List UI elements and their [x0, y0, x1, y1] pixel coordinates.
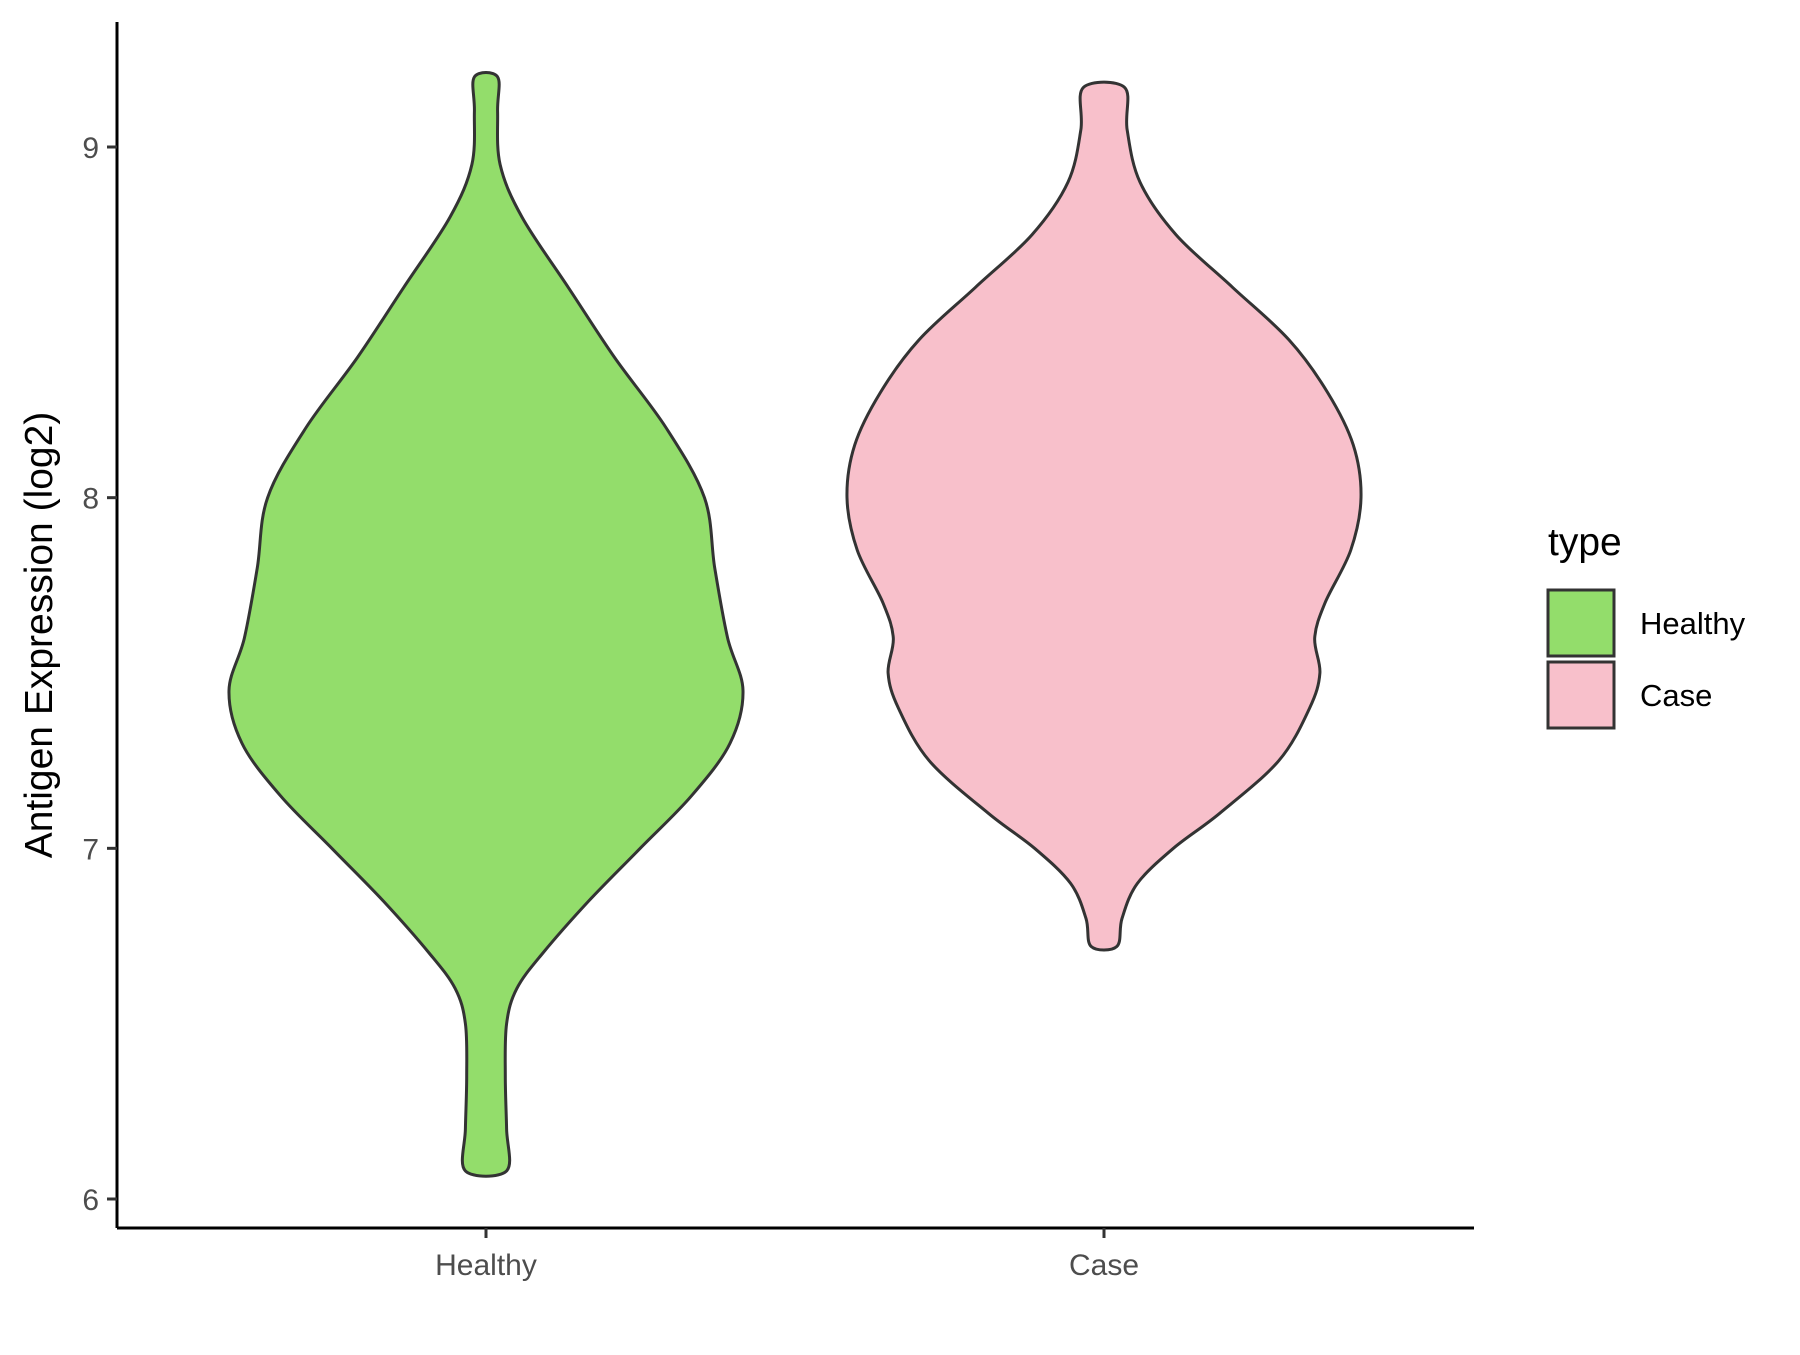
legend-key-case: [1546, 660, 1616, 730]
legend: type Healthy Case: [1546, 521, 1746, 730]
legend-title: type: [1548, 521, 1622, 564]
x-tick-label-healthy: Healthy: [435, 1249, 537, 1282]
legend-key-healthy: [1546, 588, 1616, 658]
axes-layer: 6 7 8 9 Healthy Case: [82, 22, 1474, 1282]
legend-items: Healthy Case: [1546, 588, 1746, 730]
y-tick-label-7: 7: [82, 833, 99, 866]
violin-case: [845, 80, 1363, 952]
legend-label-healthy: Healthy: [1640, 606, 1746, 641]
violins-layer: [227, 70, 1363, 1178]
y-axis-title: Antigen Expression (log2): [18, 412, 61, 859]
violin-healthy: [227, 70, 745, 1178]
y-tick-label-9: 9: [82, 132, 99, 165]
y-tick-label-6: 6: [82, 1184, 99, 1217]
x-tick-label-case: Case: [1069, 1249, 1139, 1282]
legend-label-case: Case: [1640, 678, 1712, 713]
y-tick-label-8: 8: [82, 483, 99, 516]
